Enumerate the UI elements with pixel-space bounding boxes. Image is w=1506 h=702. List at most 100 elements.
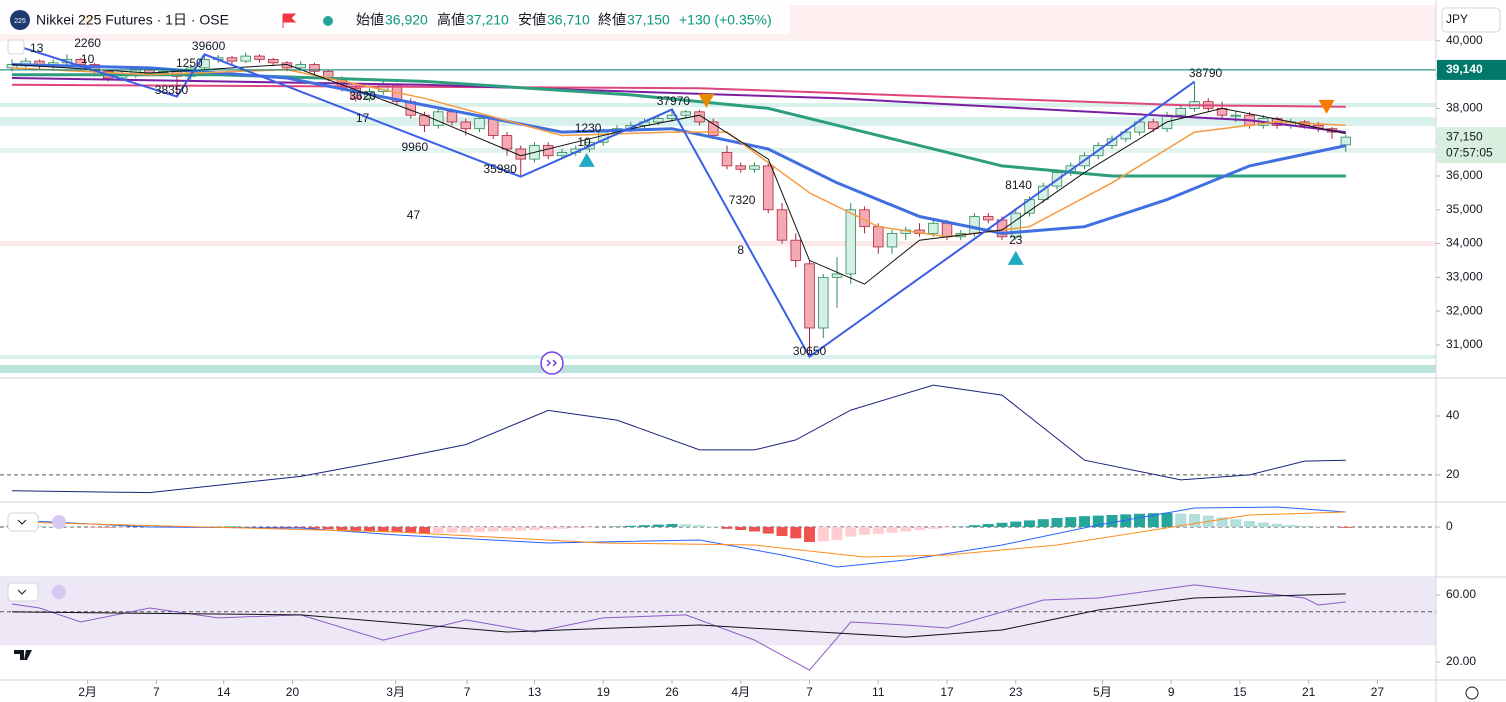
histogram-bar — [1175, 513, 1187, 527]
open-label: 始値 — [356, 12, 384, 28]
histogram-bar — [969, 525, 981, 527]
series-line — [11, 506, 1346, 568]
signal-marker — [578, 152, 595, 167]
pane-icon[interactable] — [52, 585, 66, 599]
histogram-bar — [762, 526, 774, 534]
histogram-bar — [1037, 519, 1049, 527]
x-tick-label: 3月 — [386, 685, 405, 699]
histogram-bar — [542, 526, 554, 530]
currency: JPY — [1446, 12, 1468, 26]
histogram-bar — [611, 526, 623, 527]
histogram-bar — [1161, 512, 1173, 527]
pane-toggle[interactable] — [7, 582, 39, 602]
histogram-bar — [1271, 523, 1283, 527]
histogram-bar — [1257, 522, 1269, 527]
candle-body — [941, 222, 953, 238]
series-line — [11, 83, 1346, 108]
candle-body — [680, 111, 691, 116]
annotation: 13 — [30, 41, 44, 55]
annotation: 37970 — [657, 94, 691, 108]
histogram-bar — [487, 526, 499, 532]
candle-body — [254, 55, 265, 60]
histogram-bar — [680, 524, 692, 527]
candle-body — [708, 121, 719, 136]
x-tick-label: 26 — [665, 685, 679, 699]
shade-band — [0, 241, 1436, 246]
replay-button[interactable] — [540, 351, 564, 375]
shade-band — [0, 117, 1436, 126]
histogram-bar — [1010, 521, 1022, 527]
candle-body — [556, 151, 568, 157]
y-tick-label: 33,000 — [1446, 270, 1483, 284]
series-line — [11, 63, 1346, 285]
last-price-label: 37,150 — [1446, 129, 1483, 143]
candle-body — [240, 55, 251, 62]
histogram-bar — [1024, 520, 1036, 527]
x-tick-label: 7 — [806, 685, 813, 699]
candle-body — [776, 209, 788, 241]
candle-body — [1120, 131, 1131, 140]
pane-icon[interactable] — [52, 515, 66, 529]
settings-icon[interactable] — [1465, 686, 1479, 700]
collapse-button[interactable] — [7, 39, 25, 55]
histogram-bar — [308, 526, 320, 529]
x-tick-label: 13 — [528, 685, 542, 699]
low-value: 36,710 — [547, 12, 590, 28]
last-price-box — [1437, 127, 1506, 164]
histogram-bar — [570, 526, 582, 529]
histogram-bar — [900, 526, 912, 532]
candle-body — [226, 57, 238, 62]
annotation: 2260 — [74, 36, 101, 50]
pane-toggle[interactable] — [7, 512, 39, 532]
change-value: +130 (+0.35%) — [679, 12, 772, 28]
candle-body — [969, 216, 980, 234]
candle-body — [1148, 121, 1159, 130]
annotation: 1230 — [575, 121, 602, 135]
histogram-bar — [1106, 514, 1118, 527]
histogram-bar — [1092, 515, 1104, 527]
candle-body — [309, 64, 320, 72]
annotation: 8140 — [1005, 178, 1032, 192]
symbol-logo[interactable] — [10, 10, 30, 30]
currency-button[interactable] — [1441, 7, 1501, 33]
x-tick-label: 9 — [1168, 685, 1175, 699]
histogram-bar — [377, 526, 389, 532]
candle-body — [6, 64, 18, 69]
y-tick-label: 60.00 — [1446, 587, 1476, 601]
histogram-bar — [322, 526, 334, 530]
chevron — [17, 589, 27, 595]
histogram-bar — [707, 526, 719, 527]
histogram-bar — [639, 525, 651, 527]
header-bg — [0, 4, 790, 34]
histogram-bar — [528, 526, 540, 530]
annotation: 35980 — [483, 162, 517, 176]
shade-band — [0, 148, 1436, 153]
candle-body — [460, 121, 471, 130]
histogram-bar — [1065, 517, 1077, 527]
x-tick-label: 5月 — [1093, 685, 1112, 699]
y-tick-label: 32,000 — [1446, 303, 1483, 317]
candle-body — [804, 263, 815, 329]
histogram-bar — [817, 526, 829, 542]
tv-logo[interactable] — [14, 650, 32, 660]
histogram-bar — [1051, 517, 1063, 527]
series-line — [11, 511, 1346, 558]
histogram-bar — [556, 526, 568, 529]
histogram-bar — [473, 526, 485, 532]
price-line-label: 39,140 — [1446, 62, 1483, 76]
histogram-bar — [1312, 526, 1324, 527]
histogram-bar — [749, 526, 761, 532]
signal-marker — [1318, 99, 1335, 114]
candle-body — [1340, 136, 1352, 146]
histogram-bar — [515, 526, 527, 531]
x-tick-label: 21 — [1302, 685, 1316, 699]
shade-band — [0, 355, 1436, 359]
histogram-bar — [281, 526, 293, 528]
histogram-bar — [1244, 520, 1256, 527]
histogram-bar — [33, 526, 45, 527]
candle-body — [281, 62, 293, 69]
candle-body — [474, 118, 485, 130]
candle-body — [1010, 212, 1021, 238]
flag-icon[interactable] — [282, 13, 297, 28]
